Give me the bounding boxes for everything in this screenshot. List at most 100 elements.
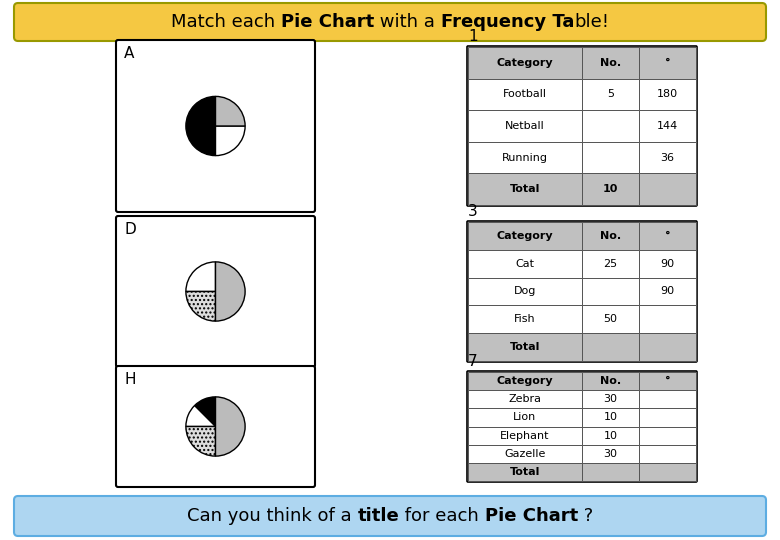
Text: Category: Category xyxy=(497,231,553,241)
Text: 10: 10 xyxy=(604,430,618,441)
Text: 30: 30 xyxy=(604,394,618,404)
Wedge shape xyxy=(186,406,215,427)
Bar xyxy=(468,333,582,361)
Bar xyxy=(639,47,696,79)
Text: 30: 30 xyxy=(604,449,618,459)
Bar xyxy=(639,278,696,306)
Text: A: A xyxy=(124,46,134,61)
Bar xyxy=(468,110,582,142)
Wedge shape xyxy=(215,126,245,156)
Text: ble!: ble! xyxy=(574,13,609,31)
Bar xyxy=(582,372,639,390)
Text: 3: 3 xyxy=(468,204,477,219)
Wedge shape xyxy=(215,262,245,321)
Bar xyxy=(639,173,696,205)
Bar xyxy=(468,250,582,278)
Text: with a: with a xyxy=(374,13,441,31)
Text: Pie Chart: Pie Chart xyxy=(484,507,578,525)
Text: D: D xyxy=(124,222,136,237)
Bar xyxy=(582,173,639,205)
Text: Zebra: Zebra xyxy=(509,394,541,404)
FancyBboxPatch shape xyxy=(116,216,315,367)
Bar xyxy=(639,463,696,481)
Text: 36: 36 xyxy=(661,153,675,163)
FancyBboxPatch shape xyxy=(14,3,766,41)
Wedge shape xyxy=(215,97,245,126)
Bar xyxy=(468,372,582,390)
Bar xyxy=(582,222,639,250)
Text: 90: 90 xyxy=(661,259,675,269)
Bar xyxy=(639,372,696,390)
Text: Can you think of a: Can you think of a xyxy=(187,507,357,525)
FancyBboxPatch shape xyxy=(467,221,697,362)
Bar xyxy=(582,79,639,110)
Text: for each: for each xyxy=(399,507,484,525)
Text: Cat: Cat xyxy=(516,259,534,269)
Bar xyxy=(639,110,696,142)
Wedge shape xyxy=(194,397,215,427)
Text: °: ° xyxy=(665,376,670,386)
Text: Match each: Match each xyxy=(171,13,281,31)
Text: Gazelle: Gazelle xyxy=(505,449,546,459)
Text: Lion: Lion xyxy=(513,413,537,422)
Text: °: ° xyxy=(665,58,670,68)
Text: Fish: Fish xyxy=(514,314,536,325)
Text: 1: 1 xyxy=(468,29,477,44)
Bar xyxy=(468,444,582,463)
Text: H: H xyxy=(124,372,136,387)
Bar xyxy=(639,222,696,250)
Text: Total: Total xyxy=(510,467,541,477)
Wedge shape xyxy=(186,292,215,321)
Bar xyxy=(639,390,696,408)
Text: 25: 25 xyxy=(604,259,618,269)
Wedge shape xyxy=(215,397,245,456)
Text: No.: No. xyxy=(600,376,621,386)
Text: 10: 10 xyxy=(604,413,618,422)
Bar xyxy=(468,278,582,306)
Bar xyxy=(582,142,639,173)
Bar xyxy=(639,444,696,463)
Bar xyxy=(468,47,582,79)
Bar xyxy=(582,250,639,278)
Text: 180: 180 xyxy=(657,90,678,99)
Bar xyxy=(582,408,639,427)
Bar xyxy=(582,47,639,79)
Wedge shape xyxy=(186,262,215,292)
Text: 90: 90 xyxy=(661,287,675,296)
Text: Netball: Netball xyxy=(505,121,545,131)
Text: title: title xyxy=(357,507,399,525)
Text: Football: Football xyxy=(503,90,547,99)
Bar xyxy=(468,173,582,205)
FancyBboxPatch shape xyxy=(467,371,697,482)
Bar xyxy=(639,408,696,427)
Text: Elephant: Elephant xyxy=(500,430,550,441)
Text: Running: Running xyxy=(502,153,548,163)
Text: Frequency Ta: Frequency Ta xyxy=(441,13,574,31)
Text: °: ° xyxy=(665,231,670,241)
Text: Dog: Dog xyxy=(514,287,536,296)
Text: Total: Total xyxy=(510,342,541,352)
Bar xyxy=(468,463,582,481)
Text: 7: 7 xyxy=(468,354,477,369)
Bar xyxy=(639,79,696,110)
Bar xyxy=(639,427,696,444)
Bar xyxy=(639,333,696,361)
Bar xyxy=(639,250,696,278)
Bar xyxy=(468,222,582,250)
Bar xyxy=(468,79,582,110)
FancyBboxPatch shape xyxy=(14,496,766,536)
Bar xyxy=(468,390,582,408)
Text: Category: Category xyxy=(497,376,553,386)
Bar xyxy=(582,427,639,444)
Text: No.: No. xyxy=(600,231,621,241)
Text: 10: 10 xyxy=(603,184,619,194)
Bar xyxy=(582,333,639,361)
Bar xyxy=(582,278,639,306)
Bar xyxy=(468,427,582,444)
Bar xyxy=(639,142,696,173)
Text: Pie Chart: Pie Chart xyxy=(281,13,374,31)
FancyBboxPatch shape xyxy=(116,366,315,487)
Text: Total: Total xyxy=(510,184,541,194)
Wedge shape xyxy=(186,427,215,456)
Bar xyxy=(582,390,639,408)
